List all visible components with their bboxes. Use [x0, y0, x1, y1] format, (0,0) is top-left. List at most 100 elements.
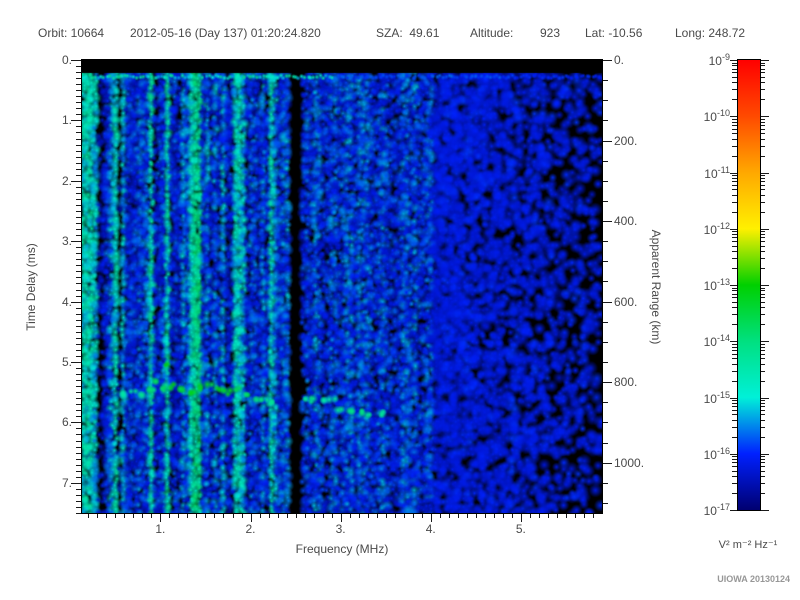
tick-mark: [761, 314, 765, 315]
tick-mark: [395, 514, 396, 518]
tick-mark: [603, 362, 608, 363]
tick-mark: [761, 285, 769, 286]
tick-mark: [761, 133, 765, 134]
x-axis-title: Frequency (MHz): [295, 542, 389, 556]
tick-mark: [124, 514, 125, 518]
tick-mark: [603, 201, 608, 202]
tick-mark: [761, 456, 765, 457]
tick-mark: [761, 302, 765, 303]
tick-mark: [603, 443, 608, 444]
tick-mark: [323, 514, 324, 518]
tick-mark: [761, 246, 765, 247]
tick-mark: [761, 483, 765, 484]
tick-mark: [761, 202, 765, 203]
tick-mark: [332, 514, 333, 518]
tick-mark: [761, 139, 765, 140]
tick-mark: [761, 454, 769, 455]
tick-mark: [485, 514, 486, 518]
x-tick-label: 2.: [245, 522, 256, 536]
tick-mark: [71, 422, 81, 423]
tick-mark: [761, 89, 765, 90]
tick-mark: [730, 229, 737, 230]
tick-mark: [260, 514, 261, 518]
tick-mark: [761, 122, 765, 123]
tick-mark: [730, 116, 737, 117]
tick-mark: [761, 195, 765, 196]
tick-mark: [603, 342, 608, 343]
tick-mark: [761, 398, 769, 399]
tick-mark: [761, 400, 765, 401]
colorbar: [737, 59, 761, 511]
tick-mark: [761, 181, 765, 182]
tick-mark: [761, 510, 769, 511]
tick-mark: [71, 483, 81, 484]
tick-mark: [603, 241, 608, 242]
tick-mark: [178, 514, 179, 518]
tick-mark: [603, 382, 612, 383]
tick-mark: [341, 514, 342, 522]
orbit-field: Orbit: 10664: [38, 26, 105, 40]
tick-mark: [88, 514, 89, 518]
tick-mark: [603, 281, 608, 282]
tick-mark: [350, 514, 351, 518]
tick-mark: [566, 514, 567, 518]
tick-mark: [761, 268, 765, 269]
tick-mark: [603, 181, 608, 182]
tick-mark: [730, 454, 737, 455]
tick-mark: [761, 462, 765, 463]
tick-mark: [359, 514, 360, 518]
tick-mark: [269, 514, 270, 518]
colorbar-tick-label: 10-11: [704, 165, 730, 181]
tick-mark: [539, 514, 540, 518]
datetime-field: 2012-05-16 (Day 137) 01:20:24.820: [130, 26, 321, 40]
lat-field: Lat: -10.56: [585, 26, 643, 40]
tick-mark: [761, 364, 765, 365]
tick-mark: [761, 77, 765, 78]
y-tick-label: 7.: [61, 475, 72, 490]
tick-mark: [761, 146, 765, 147]
tick-mark: [603, 463, 612, 464]
tick-mark: [196, 514, 197, 518]
tick-mark: [71, 362, 81, 363]
tick-mark: [440, 514, 441, 518]
tick-mark: [730, 60, 737, 61]
tick-mark: [761, 459, 765, 460]
tick-mark: [521, 514, 522, 522]
tick-mark: [97, 514, 98, 518]
tick-mark: [761, 288, 765, 289]
tick-mark: [761, 403, 765, 404]
colorbar-tick-label: 10-14: [703, 333, 730, 349]
tick-mark: [603, 302, 612, 303]
colorbar-tick-label: 10-15: [703, 390, 730, 406]
tick-mark: [761, 344, 765, 345]
tick-mark: [593, 514, 594, 518]
y-tick-label: 0.: [61, 53, 72, 67]
tick-mark: [761, 350, 765, 351]
tick-mark: [512, 514, 513, 518]
long-field: Long: 248.72: [675, 26, 746, 40]
tick-mark: [730, 510, 737, 511]
tick-mark: [761, 178, 765, 179]
tick-mark: [761, 294, 765, 295]
tick-mark: [251, 514, 252, 522]
tick-mark: [761, 493, 765, 494]
tick-mark: [115, 514, 116, 518]
tick-mark: [761, 476, 765, 477]
x-tick-label: 5.: [515, 522, 526, 536]
tick-mark: [761, 65, 765, 66]
tick-mark: [761, 324, 765, 325]
tick-mark: [761, 237, 765, 238]
y2-tick-label: 400.: [614, 214, 638, 229]
tick-mark: [205, 514, 206, 518]
tick-mark: [761, 60, 769, 61]
colorbar-tick-label: 10-12: [703, 221, 730, 237]
tick-mark: [603, 261, 608, 262]
tick-mark: [761, 185, 765, 186]
tick-mark: [71, 241, 81, 242]
y2-axis-title: Apparent Range (km): [649, 229, 663, 345]
tick-mark: [761, 307, 765, 308]
colorbar-unit-label: V² m⁻² Hz⁻¹: [718, 539, 778, 551]
colorbar-tick-label: 10-17: [703, 502, 730, 518]
tick-mark: [575, 514, 576, 518]
